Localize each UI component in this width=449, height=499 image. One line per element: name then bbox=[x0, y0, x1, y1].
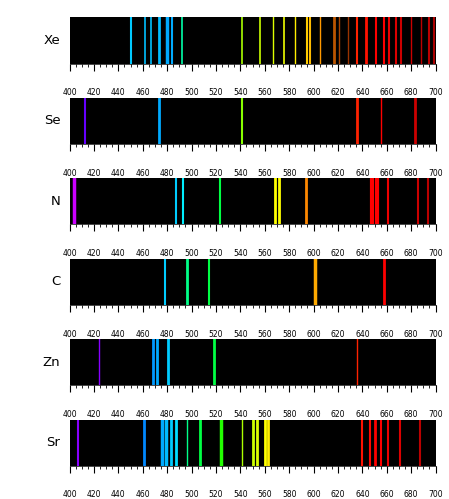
Text: Se: Se bbox=[44, 114, 61, 127]
Text: C: C bbox=[51, 275, 61, 288]
Text: N: N bbox=[51, 195, 61, 208]
Text: Sr: Sr bbox=[47, 436, 61, 449]
Text: Xe: Xe bbox=[44, 34, 61, 47]
Text: Zn: Zn bbox=[43, 356, 61, 369]
